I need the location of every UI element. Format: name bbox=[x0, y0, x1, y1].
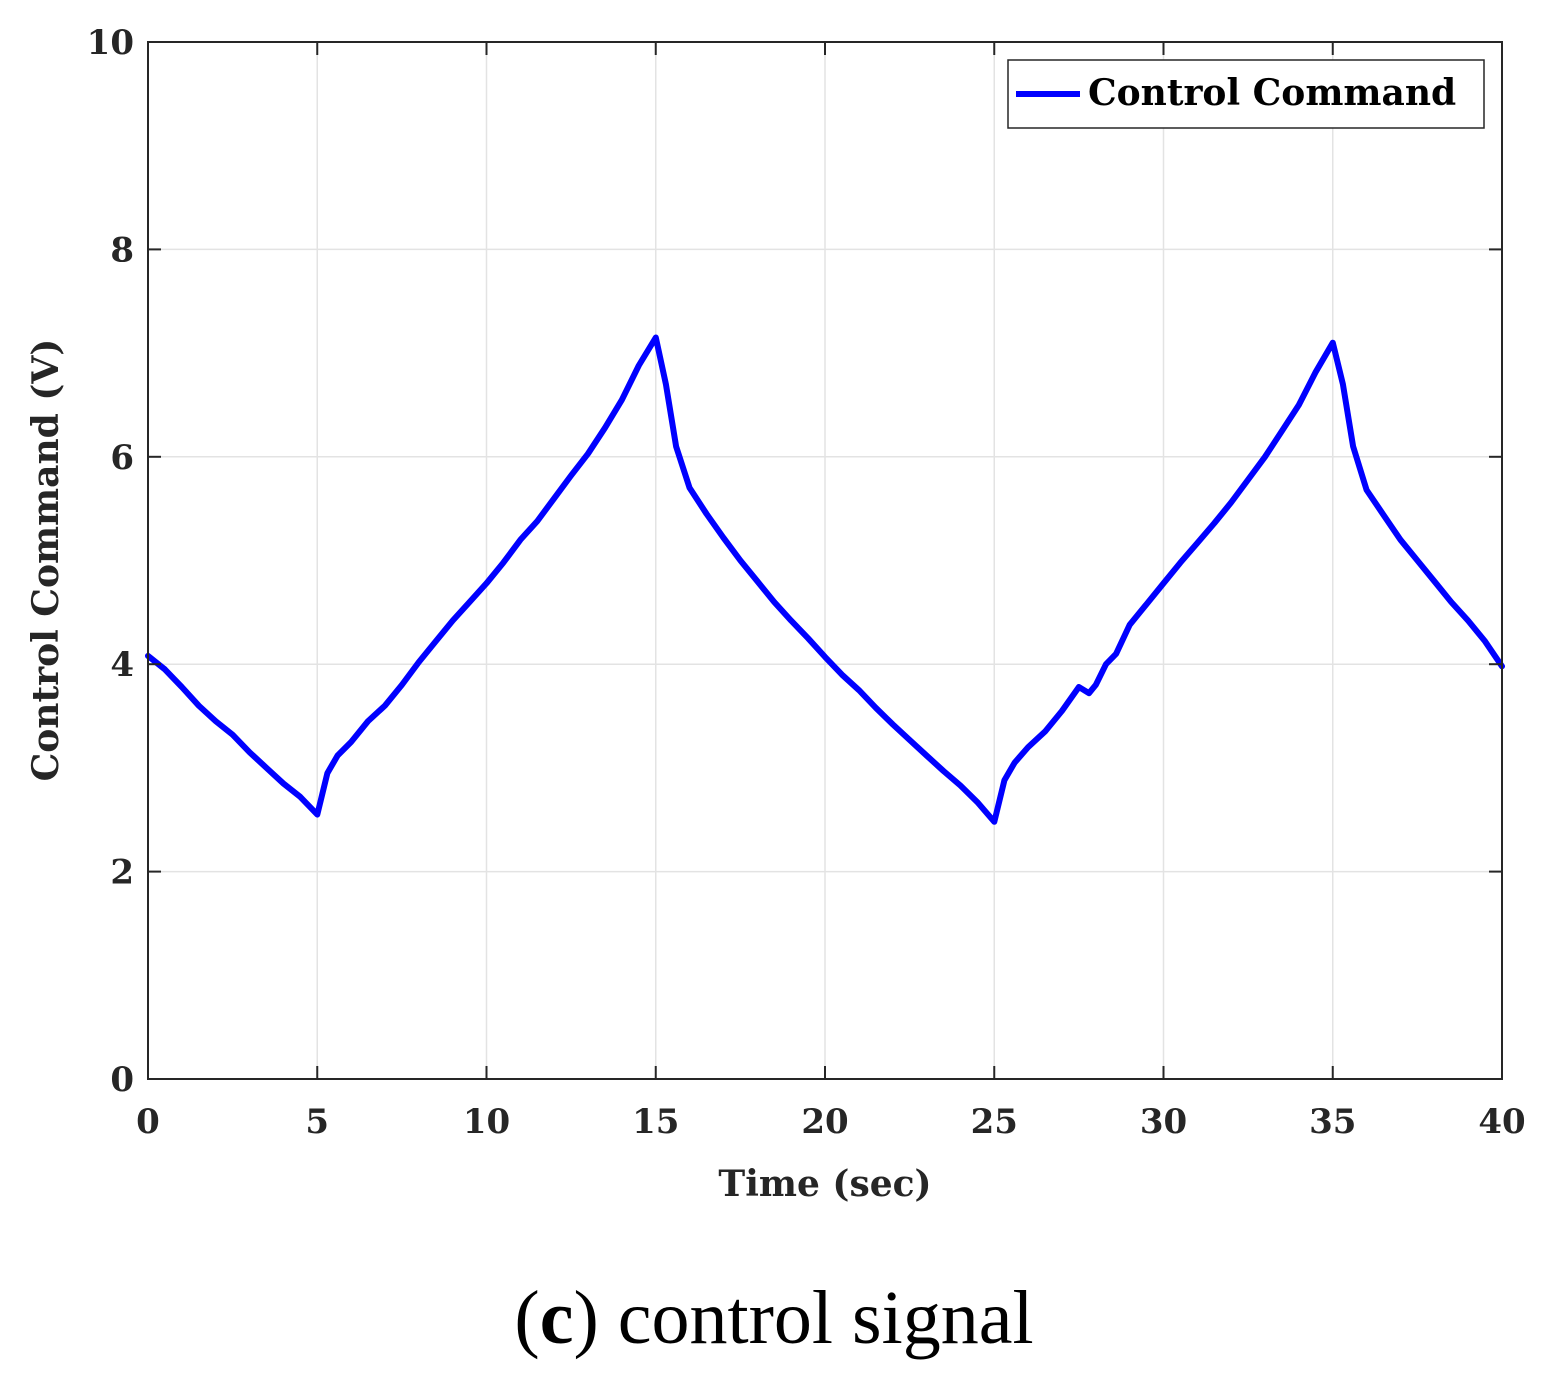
x-tick-label: 20 bbox=[801, 1102, 848, 1142]
x-tick-labels: 0 5 10 15 20 25 30 35 40 bbox=[136, 1102, 1526, 1142]
caption-open: ( bbox=[514, 1276, 540, 1360]
caption-rest: ) control signal bbox=[573, 1276, 1034, 1360]
plot-frame bbox=[147, 41, 1503, 1080]
x-axis-title: Time (sec) bbox=[718, 1163, 931, 1205]
legend: Control Command bbox=[1007, 59, 1485, 129]
x-tick-label: 40 bbox=[1478, 1102, 1525, 1142]
x-tick-label: 10 bbox=[463, 1102, 510, 1142]
series-line-control-command bbox=[145, 334, 1505, 825]
x-tick-label: 15 bbox=[632, 1102, 679, 1142]
legend-label: Control Command bbox=[1088, 72, 1456, 114]
x-tick-label: 0 bbox=[136, 1102, 160, 1142]
x-tick-label: 35 bbox=[1309, 1102, 1356, 1142]
caption-letter: c bbox=[539, 1276, 574, 1360]
y-tick-labels: 0 2 4 6 8 10 bbox=[87, 23, 134, 1100]
y-tick-label: 0 bbox=[110, 1060, 134, 1100]
figure-caption: (c) control signal bbox=[0, 1280, 1548, 1356]
x-tick-label: 25 bbox=[971, 1102, 1018, 1142]
y-tick-label: 4 bbox=[110, 645, 134, 685]
x-tick-label: 5 bbox=[305, 1102, 329, 1142]
y-tick-label: 6 bbox=[110, 438, 134, 478]
y-tick-label: 2 bbox=[110, 853, 134, 893]
y-tick-label: 8 bbox=[110, 230, 134, 270]
legend-box bbox=[1007, 59, 1485, 129]
x-tick-label: 30 bbox=[1140, 1102, 1187, 1142]
y-tick-label: 10 bbox=[87, 23, 134, 63]
y-axis-title: Control Command (V) bbox=[25, 339, 67, 782]
